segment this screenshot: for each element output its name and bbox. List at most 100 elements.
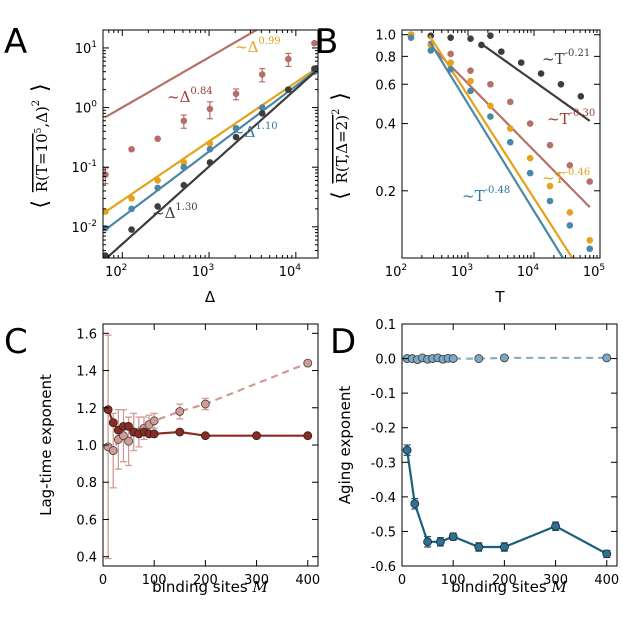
panel-a-point bbox=[154, 184, 161, 192]
panel-a-point bbox=[206, 140, 214, 147]
panel-c-point bbox=[200, 431, 210, 441]
panel-a-point bbox=[154, 203, 161, 210]
panel-b-xtick-label: 103 bbox=[451, 263, 473, 280]
panel-c-ytick-label: 0.8 bbox=[76, 476, 97, 491]
panel-a-point bbox=[311, 65, 318, 72]
panel-c-ylabel: Lag-time exponent bbox=[37, 374, 55, 516]
panel-a-point bbox=[258, 71, 266, 78]
panel-b-point bbox=[586, 178, 594, 185]
panel-b-point bbox=[546, 182, 554, 190]
panel-a-point bbox=[206, 105, 214, 113]
panel-b-point bbox=[566, 209, 574, 216]
panel-a-point bbox=[285, 55, 292, 63]
panel-d: D 0 100 200 300 400 0.1 0.0 -0.1 -0.2 -0.3 -0.4 -0… bbox=[330, 318, 619, 596]
panel-b-xtick-label: 104 bbox=[517, 263, 540, 280]
panel-b-point bbox=[407, 34, 415, 41]
panel-d-ytick-label: -0.3 bbox=[371, 456, 396, 471]
panel-d-point bbox=[602, 353, 612, 363]
panel-c-xtick-label: 0 bbox=[99, 573, 107, 588]
panel-c-xtick-label: 400 bbox=[295, 573, 320, 588]
panel-c-point bbox=[252, 431, 261, 441]
panel-a-ytick-label: 101 bbox=[75, 40, 97, 57]
panel-a-point bbox=[232, 133, 240, 141]
panel-b-xlabel: T bbox=[494, 288, 505, 306]
panel-a-series bbox=[103, 30, 318, 185]
svg-text:⟨ R(T,Δ=2)2 ⟩: ⟨ R(T,Δ=2)2 ⟩ bbox=[325, 92, 353, 200]
panel-b-point bbox=[517, 59, 525, 66]
panel-b-ytick-label: 1.0 bbox=[375, 29, 396, 44]
panel-b-point bbox=[586, 237, 594, 244]
annotation-delta-099: ~Δ0.99 bbox=[235, 36, 281, 56]
panel-b-point bbox=[467, 35, 474, 42]
panel-a-annotations: ~Δ0.84 ~Δ0.99 ~Δ1.10 ~Δ1.30 bbox=[152, 36, 281, 222]
panel-a-point bbox=[206, 145, 214, 153]
panel-b-point bbox=[557, 80, 565, 88]
panel-a-xtick-label: 103 bbox=[192, 263, 214, 280]
panel-a-point bbox=[128, 145, 135, 153]
panel-b-series bbox=[478, 41, 591, 122]
panel-c-ytick-label: 1.4 bbox=[76, 365, 97, 380]
panel-d-ytick-label: 0.1 bbox=[375, 318, 396, 333]
panel-b-point bbox=[566, 222, 574, 229]
panel-c-point bbox=[303, 358, 313, 368]
annotation-delta-110: ~Δ1.10 bbox=[232, 121, 278, 141]
panel-b-point bbox=[487, 32, 494, 40]
panel-c-point bbox=[119, 431, 128, 441]
panel-c-ytick-label: 1.2 bbox=[76, 402, 97, 417]
panel-d-point bbox=[474, 354, 484, 363]
panel-c-point bbox=[303, 431, 313, 441]
panel-c-series-dashed bbox=[103, 334, 313, 560]
panel-b-point bbox=[526, 120, 534, 127]
panel-d-point bbox=[435, 537, 445, 547]
panel-a-fit-line bbox=[104, 30, 259, 119]
panel-c-series-solid bbox=[103, 405, 313, 441]
panel-c-yticks: 0.4 0.6 0.8 1.0 1.2 1.4 1.6 bbox=[76, 327, 318, 566]
panel-a-point bbox=[180, 159, 188, 166]
panel-c-point bbox=[108, 446, 118, 455]
panel-d-xtick-label: 400 bbox=[594, 573, 619, 588]
panel-b-frame bbox=[401, 29, 601, 259]
panel-d-point bbox=[474, 542, 484, 552]
panel-a-yticks: 10-2 10-1 100 101 bbox=[71, 29, 318, 259]
panel-a-series bbox=[103, 65, 318, 258]
panel-b-point bbox=[526, 169, 534, 177]
panel-a-ylabel: ⟨ R(T=105,Δ)2 ⟩ bbox=[28, 83, 53, 208]
panel-b-series bbox=[407, 34, 594, 258]
panel-d-ytick-label: -0.2 bbox=[371, 422, 396, 437]
panel-a-point bbox=[128, 205, 135, 213]
panel-d-label: D bbox=[330, 322, 356, 362]
panel-b-point bbox=[537, 70, 545, 77]
panel-b-annotations: ~T-0.21 ~T-0.30 ~T-0.46 ~T-0.48 bbox=[462, 48, 595, 205]
panel-b-point bbox=[478, 41, 485, 49]
panel-b-point bbox=[447, 66, 454, 73]
panel-d-ytick-label: -0.5 bbox=[371, 525, 396, 540]
panel-b-point bbox=[427, 47, 435, 54]
panel-c-point bbox=[108, 418, 118, 428]
panel-d-point bbox=[448, 532, 458, 542]
panel-a-point bbox=[154, 177, 161, 184]
panel-a-point bbox=[206, 159, 214, 166]
panel-d-ytick-label: -0.6 bbox=[371, 560, 396, 575]
panel-b-point bbox=[447, 34, 454, 41]
panel-b-point bbox=[566, 162, 574, 169]
panel-c-point bbox=[200, 399, 210, 409]
panel-c-point bbox=[149, 416, 159, 426]
panel-a-ytick-label: 10-1 bbox=[71, 159, 97, 176]
panel-a-point bbox=[128, 226, 135, 233]
annotation-t-046: ~T-0.46 bbox=[542, 167, 590, 187]
panel-d-yticks: 0.1 0.0 -0.1 -0.2 -0.3 -0.4 -0.5 -0.6 bbox=[371, 318, 617, 575]
panel-a-series-area bbox=[103, 30, 318, 258]
annotation-t-021: ~T-0.21 bbox=[542, 48, 590, 68]
panel-c-xticks: 0 100 200 300 400 bbox=[99, 324, 320, 588]
panel-b-point bbox=[546, 197, 554, 205]
panel-b-point bbox=[546, 141, 554, 149]
panel-b-point bbox=[506, 98, 514, 106]
panel-b-point bbox=[467, 77, 474, 85]
panel-d-point bbox=[448, 354, 458, 363]
panel-b-fit-line bbox=[428, 35, 574, 258]
panel-b-point bbox=[586, 245, 594, 253]
panel-d-point bbox=[551, 521, 560, 531]
panel-d-line bbox=[406, 450, 608, 555]
panel-a: A 102 103 104 10-2 10-1 100 101 Δ ⟨ R(T=105,Δ… bbox=[4, 22, 319, 306]
